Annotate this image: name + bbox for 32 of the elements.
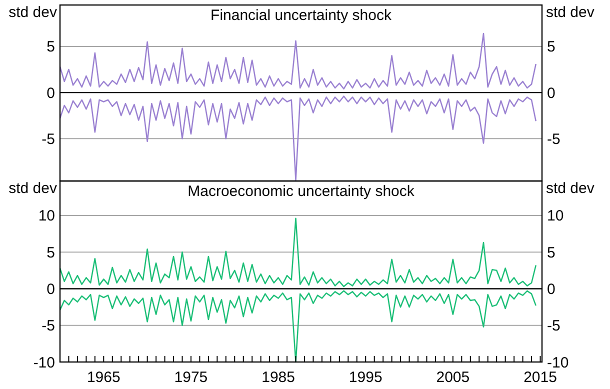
y-tick-label: -5	[42, 130, 55, 148]
chart-title: Financial uncertainty shock	[210, 7, 392, 24]
chart-title: Macroeconomic uncertainty shock	[188, 183, 415, 200]
y-axis-title: std dev	[8, 4, 58, 21]
line-series	[59, 290, 537, 363]
y2-tick-label: 0	[547, 280, 556, 298]
x-tick-label: 2015	[524, 369, 557, 386]
y-tick-label: 0	[46, 84, 55, 102]
y2-tick-label: -5	[547, 318, 560, 335]
x-tick-label: 1965	[86, 369, 120, 386]
y2-tick-label: 0	[547, 84, 556, 102]
y-axis-title: std dev	[8, 180, 58, 197]
y-tick-label: 5	[46, 38, 55, 56]
y-tick-label: 0	[46, 280, 55, 298]
y2-axis-title: std dev	[546, 180, 595, 197]
line-series	[59, 32, 537, 90]
x-tick-label: 1985	[262, 369, 295, 386]
x-tick-label: 1975	[174, 369, 208, 386]
y-tick-label: -10	[33, 354, 55, 372]
y2-tick-label: 5	[547, 244, 556, 262]
line-series	[59, 96, 537, 181]
y2-axis-title: std dev	[546, 4, 595, 21]
x-tick-label: 2005	[436, 369, 470, 386]
y-tick-label: 10	[38, 208, 55, 225]
y2-tick-label: 5	[547, 38, 556, 56]
y-tick-label: -5	[42, 318, 55, 335]
y-tick-label: 5	[46, 244, 55, 262]
y2-tick-label: 10	[547, 208, 564, 225]
y2-tick-label: -10	[547, 354, 569, 372]
x-tick-label: 1995	[348, 369, 382, 386]
y2-tick-label: -5	[547, 130, 560, 148]
line-series	[59, 218, 537, 288]
